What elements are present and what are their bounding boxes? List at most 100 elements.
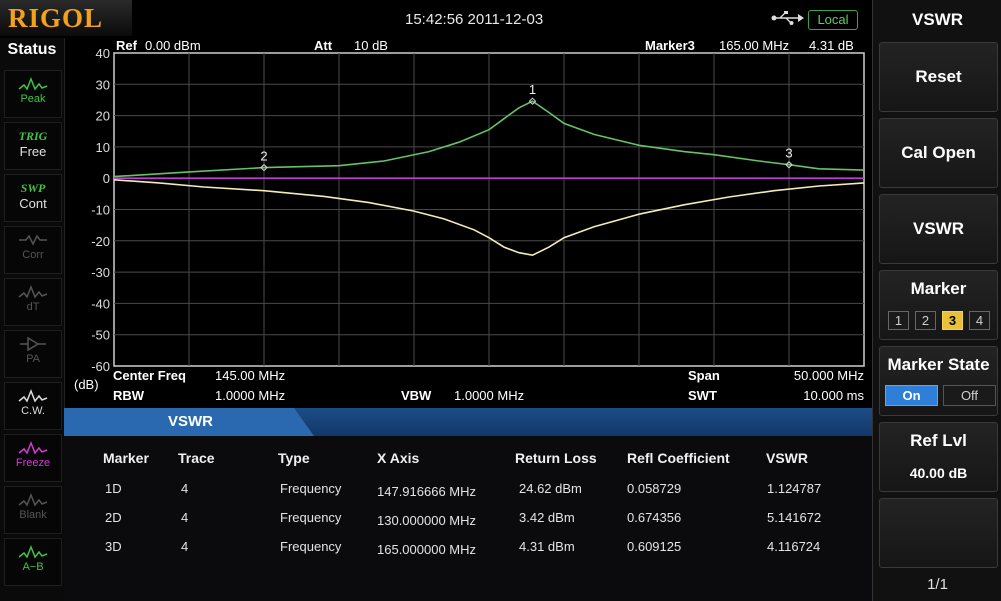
ref-level-value: 40.00 dB [909,465,968,481]
peak-icon [18,76,48,91]
y-tick-label: -20 [91,234,110,249]
cell-refl-coefficient: 0.674356 [627,510,682,525]
y-tick-label: 30 [96,77,110,92]
menu-page-number: 1/1 [927,576,948,593]
marker-readout-freq: 165.00 MHz [719,38,789,53]
swt-label: SWT [688,388,717,403]
marker-option-3[interactable]: 3 [942,311,963,330]
att-label: Att [314,38,333,53]
cell-marker: 1D [105,481,122,496]
marker-point-2 [260,163,268,172]
y-tick-label: 0 [103,171,110,186]
col-header-refl-coefficient: Refl Coefficient [627,450,730,466]
status-freeze: Freeze [4,434,62,482]
cell-marker: 3D [105,539,122,554]
local-indicator: Local [808,10,858,30]
usb-icon [771,11,804,25]
cell-refl-coefficient: 0.609125 [627,539,682,554]
rigol-logo: RIGOL [0,0,132,36]
trace-line-2 [113,179,865,257]
cell-trace: 4 [181,510,189,525]
corr-icon [19,234,47,246]
header-bar: RIGOL 15:42:56 2011-12-03 Local [0,0,872,38]
ref-label: Ref [116,38,138,53]
y-tick-label: -10 [91,203,110,218]
spectrum-plot: 40 30 20 10 0 -10 -20 -30 -40 -50 -60 1 2 3 Ref 0.00… [64,38,872,408]
cell-return-loss: 3.42 dBm [519,510,575,525]
status-trig: TRIG Free [4,122,62,170]
rbw-label: RBW [113,388,145,403]
cell-x-axis: 130.000000 MHz [377,513,477,528]
markers: 1 2 3 [260,82,793,172]
softkey-menu: VSWR Reset Cal Open VSWR Marker 1 2 3 4 … [872,0,1001,601]
att-value: 10 dB [354,38,388,53]
status-sidebar: Status Peak TRIG Free SWP Cont Corr dT P… [0,38,65,601]
empty-softkey[interactable] [879,498,998,568]
y-ticks: 40 30 20 10 0 -10 -20 -30 -40 -50 -60 [91,46,110,374]
y-tick-label: -40 [91,296,110,311]
status-dt: dT [4,278,62,326]
status-swp: SWP Cont [4,174,62,222]
status-a-minus-b: A−B [4,538,62,586]
cell-x-axis: 165.000000 MHz [377,542,477,557]
marker-option-2[interactable]: 2 [915,311,936,330]
y-unit: (dB) [74,377,99,392]
cell-type: Frequency [280,539,342,554]
cal-open-button[interactable]: Cal Open [879,118,998,188]
blank-icon [18,492,48,507]
cell-trace: 4 [181,539,189,554]
marker-label-3: 3 [785,146,792,161]
cell-return-loss: 24.62 dBm [519,481,582,496]
marker-option-4[interactable]: 4 [969,311,990,330]
vswr-button[interactable]: VSWR [879,194,998,264]
marker-point-3 [785,161,793,169]
y-tick-label: 20 [96,109,110,124]
cell-x-axis: 147.916666 MHz [377,484,477,499]
cell-type: Frequency [280,510,342,525]
plot-svg: 40 30 20 10 0 -10 -20 -30 -40 -50 -60 1 2 3 Ref 0.00… [74,38,865,403]
y-tick-label: 40 [96,46,110,61]
col-header-marker: Marker [103,450,149,466]
y-tick-label: -30 [91,265,110,280]
center-freq-label: Center Freq [113,368,186,383]
cell-vswr: 5.141672 [767,510,822,525]
ref-level-button[interactable]: Ref Lvl 40.00 dB [879,422,998,492]
marker-select-button[interactable]: Marker 1 2 3 4 [879,270,998,340]
trace-line-1 [113,100,865,178]
y-tick-label: -50 [91,328,110,343]
cell-vswr: 4.116724 [767,539,821,554]
vswr-tab-bar: VSWR [64,408,872,436]
marker-state-button[interactable]: Marker State On Off [879,346,998,416]
marker-state-off[interactable]: Off [943,385,996,406]
cw-icon [18,388,48,403]
vswr-results-panel: VSWR Marker Trace Type X Axis Return Los… [64,408,872,601]
col-header-vswr: VSWR [766,450,808,466]
marker-readout-label: Marker3 [645,38,695,53]
col-header-return-loss: Return Loss [515,450,597,466]
marker-state-on[interactable]: On [885,385,938,406]
status-pa: PA [4,330,62,378]
cell-marker: 2D [105,510,122,525]
cell-type: Frequency [280,481,342,496]
datetime: 15:42:56 2011-12-03 [405,11,544,28]
cell-vswr: 1.124787 [767,481,822,496]
reset-button[interactable]: Reset [879,42,998,112]
swt-value: 10.000 ms [803,388,864,403]
traces [113,100,865,257]
cell-return-loss: 4.31 dBm [519,539,575,554]
marker-label-1: 1 [529,82,536,97]
marker-option-1[interactable]: 1 [888,311,909,330]
span-label: Span [688,368,720,383]
rbw-value: 1.0000 MHz [215,388,285,403]
status-corr: Corr [4,226,62,274]
center-freq-value: 145.00 MHz [215,368,285,383]
span-value: 50.000 MHz [794,368,864,383]
status-title: Status [7,41,57,58]
tab-vswr[interactable]: VSWR [64,408,314,436]
col-header-type: Type [278,450,310,466]
ref-value: 0.00 dBm [145,38,201,53]
vbw-value: 1.0000 MHz [454,388,524,403]
cell-refl-coefficient: 0.058729 [627,481,682,496]
pa-icon [20,336,46,352]
col-header-x-axis: X Axis [377,450,420,466]
